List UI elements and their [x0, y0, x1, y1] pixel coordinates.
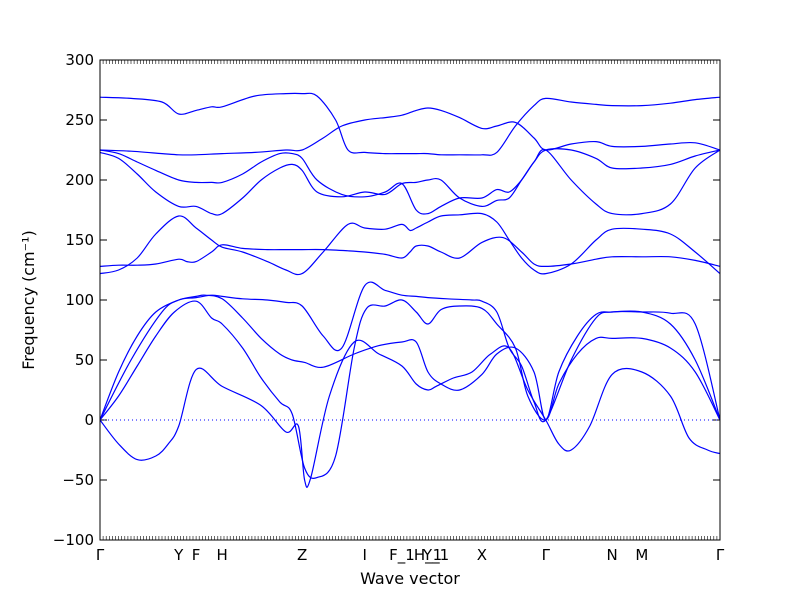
- y-axis-label: Frequency (cm⁻¹): [19, 230, 38, 369]
- x-tick-label: N: [607, 546, 618, 564]
- x-tick-label: Γ: [716, 546, 725, 564]
- y-tick-label: 0: [84, 411, 94, 429]
- band-line-10: [99, 92, 721, 156]
- y-tick-label: 250: [65, 111, 94, 129]
- y-tick-labels-group: −100 −50 0 50 100 150 200 250 300: [53, 51, 94, 549]
- x-tick-label: Γ: [542, 546, 551, 564]
- band-line-9: [99, 107, 721, 156]
- y-tick-label: 150: [65, 231, 94, 249]
- x-tick-label: Γ: [96, 546, 105, 564]
- y-tick-label: 50: [75, 351, 94, 369]
- x-tick-label: H: [216, 546, 227, 564]
- y-tick-marks-group: [100, 59, 720, 541]
- x-tick-label: M: [635, 546, 648, 564]
- y-tick-label: 100: [65, 291, 94, 309]
- y-tick-label: 200: [65, 171, 94, 189]
- x-tick-label: Y: [173, 546, 184, 564]
- x-tick-marks-group: [99, 60, 721, 540]
- band-line-5: [99, 236, 721, 268]
- x-tick-label: Y_1: [422, 546, 449, 565]
- band-line-4: [99, 281, 721, 423]
- x-tick-label: X: [477, 546, 487, 564]
- y-tick-label: 300: [65, 51, 94, 69]
- x-tick-label: F_1: [389, 546, 415, 565]
- band-line-8: [99, 148, 721, 215]
- y-tick-label: −50: [62, 471, 94, 489]
- x-tick-label: F: [192, 546, 201, 564]
- band-line-1: [99, 339, 721, 488]
- series-group: [99, 92, 721, 488]
- y-tick-label: −100: [53, 531, 94, 549]
- x-tick-labels-group: Γ Y F H Z I F_1 H_1Y_1 X Γ N M Γ: [96, 546, 725, 565]
- band-line-3: [99, 294, 721, 421]
- x-axis-label: Wave vector: [360, 569, 460, 588]
- x-tick-label: Z: [297, 546, 307, 564]
- x-tick-label: H_1: [414, 546, 442, 565]
- x-tick-label: I: [363, 546, 367, 564]
- plot-frame: [99, 59, 721, 541]
- band-line-6: [99, 212, 721, 276]
- band-line-2: [99, 299, 721, 480]
